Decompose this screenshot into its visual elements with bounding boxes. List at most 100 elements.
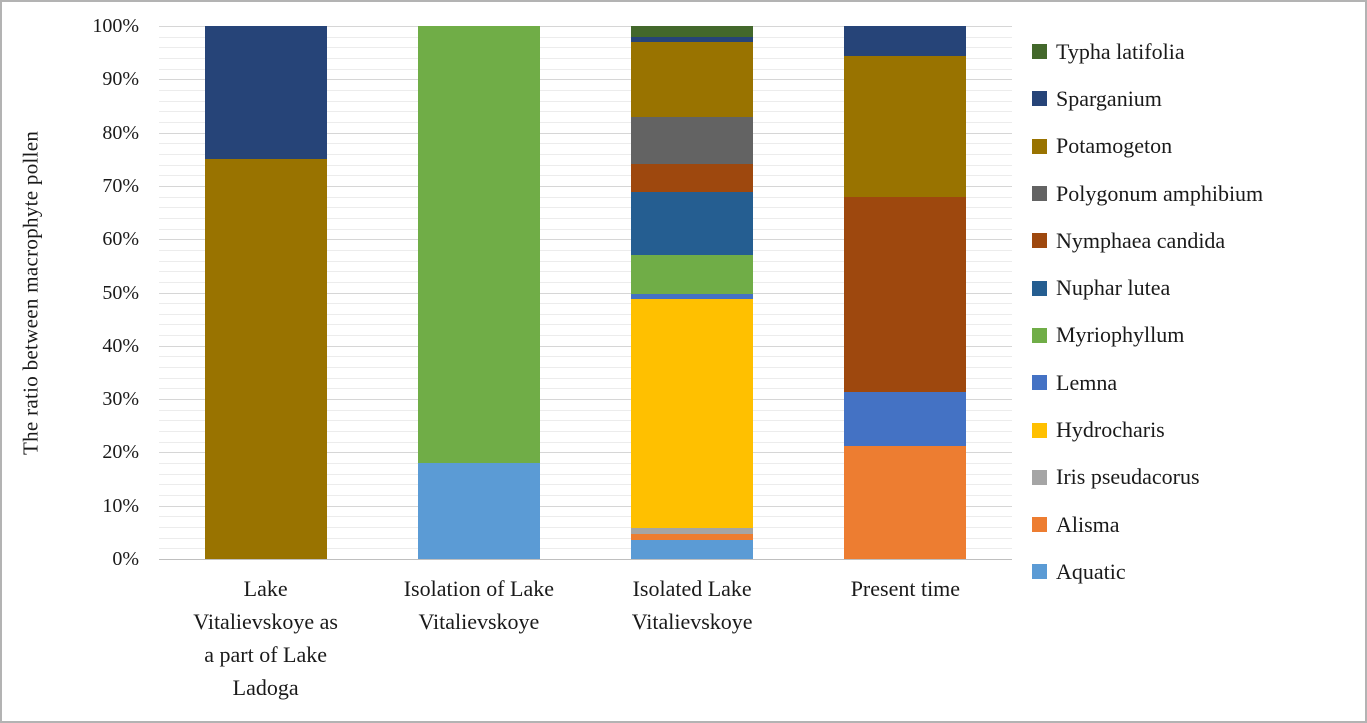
legend-label: Nuphar lutea: [1056, 275, 1171, 301]
gridline-major: [159, 185, 1012, 187]
gridline-major: [159, 239, 1012, 241]
bar-category-4: [844, 26, 967, 559]
bar-segment-typha-latifolia: [631, 26, 754, 37]
legend-label: Alisma: [1056, 511, 1120, 537]
x-axis-line: [159, 559, 1012, 560]
legend-swatch-potamogeton: [1032, 138, 1047, 154]
legend-swatch-typha-latifolia: [1032, 44, 1047, 60]
gridline-minor: [159, 260, 1012, 262]
y-tick-label: 100%: [92, 15, 139, 37]
gridline-major: [159, 132, 1012, 134]
legend-item: Sparganium: [1032, 75, 1263, 122]
gridline-minor: [159, 111, 1012, 113]
x-category-label-line: Present time: [850, 576, 961, 601]
y-tick-label: 70%: [102, 174, 139, 197]
x-category-label: Present time: [799, 572, 1012, 605]
x-category-label-line: a part of Lake: [204, 642, 327, 667]
bar-segment-aquatic: [631, 539, 754, 559]
y-axis-title: The ratio between macrophyte pollen: [18, 130, 43, 455]
gridline-minor: [159, 228, 1012, 230]
bar-segment-nymphaea-candida: [844, 196, 967, 392]
gridline-minor: [159, 121, 1012, 123]
legend-label: Lemna: [1056, 369, 1118, 395]
gridline-minor: [159, 89, 1012, 91]
gridline-minor: [159, 249, 1012, 251]
gridline-minor: [159, 377, 1012, 379]
gridline-minor: [159, 537, 1012, 539]
legend-item: Polygonum amphibium: [1032, 170, 1263, 217]
legend-item: Alisma: [1032, 501, 1263, 548]
bar-segment-sparganium: [844, 26, 967, 56]
gridline-minor: [159, 303, 1012, 305]
legend-swatch-nymphaea-candida: [1032, 233, 1047, 249]
gridline-major: [159, 345, 1012, 347]
x-category-label-line: Vitalievskoye as: [193, 609, 338, 634]
gridline-minor: [159, 516, 1012, 518]
bar-segment-hydrocharis: [631, 299, 754, 529]
gridline-major: [159, 505, 1012, 507]
y-tick-label: 0%: [112, 548, 139, 570]
bar-segment-nuphar-lutea: [631, 192, 754, 255]
bar-segment-alisma: [631, 534, 754, 540]
legend-label: Hydrocharis: [1056, 417, 1165, 443]
legend: Typha latifolia Sparganium Potamogeton Poly…: [1032, 28, 1263, 596]
legend-swatch-sparganium: [1032, 91, 1047, 107]
gridline-major: [159, 452, 1012, 454]
gridline-minor: [159, 143, 1012, 145]
x-category-label-line: Vitalievskoye: [631, 609, 753, 634]
y-tick-label: 40%: [102, 334, 139, 357]
bar-segment-nymphaea-candida: [631, 164, 754, 193]
bar-category-2: [417, 26, 540, 559]
legend-label: Myriophyllum: [1056, 322, 1185, 348]
gridline-minor: [159, 153, 1012, 155]
x-category-label-line: Isolated Lake: [632, 576, 752, 601]
gridline-minor: [159, 36, 1012, 38]
y-tick-label: 50%: [102, 281, 139, 304]
bar-segment-myriophyllum: [631, 254, 754, 294]
gridline-major: [159, 79, 1012, 81]
gridline-minor: [159, 484, 1012, 486]
bar-segment-potamogeton: [631, 42, 754, 117]
gridline-major: [159, 292, 1012, 294]
bar-segment-polygonum-amphibium: [631, 116, 754, 165]
bar-segment-sparganium: [631, 36, 754, 42]
y-tick-label: 30%: [102, 388, 139, 411]
gridline-minor: [159, 335, 1012, 337]
gridline-minor: [159, 324, 1012, 326]
legend-label: Aquatic: [1056, 558, 1126, 584]
gridline-minor: [159, 473, 1012, 475]
x-category-label-line: Lake: [243, 576, 288, 601]
x-category-label-line: Isolation of Lake: [403, 576, 555, 601]
y-tick-label: 90%: [102, 68, 139, 91]
gridline-minor: [159, 441, 1012, 443]
gridline-minor: [159, 271, 1012, 273]
gridline-minor: [159, 100, 1012, 102]
bar-segment-lemna: [844, 391, 967, 447]
legend-item: Nymphaea candida: [1032, 217, 1263, 264]
bar-segment-potamogeton: [844, 55, 967, 197]
y-tick-label: 60%: [102, 228, 139, 251]
legend-item: Nuphar lutea: [1032, 264, 1263, 311]
plot-area: [159, 26, 1012, 560]
gridline-minor: [159, 527, 1012, 529]
y-tick-label: 10%: [102, 494, 139, 517]
legend-swatch-aquatic: [1032, 564, 1047, 580]
y-tick-label: 20%: [102, 441, 139, 464]
gridline-minor: [159, 388, 1012, 390]
gridline-minor: [159, 356, 1012, 358]
legend-swatch-lemna: [1032, 375, 1047, 391]
gridline-minor: [159, 367, 1012, 369]
gridline-minor: [159, 313, 1012, 315]
gridline-minor: [159, 57, 1012, 59]
bar-category-1: [204, 26, 327, 559]
bar-segment-lemna: [631, 293, 754, 300]
gridline-minor: [159, 281, 1012, 283]
legend-label: Potamogeton: [1056, 133, 1173, 159]
legend-label: Polygonum amphibium: [1056, 180, 1264, 206]
x-category-label: Isolated Lake Vitalievskoye: [586, 572, 799, 638]
gridline-minor: [159, 207, 1012, 209]
gridline-minor: [159, 68, 1012, 70]
legend-item: Lemna: [1032, 359, 1263, 406]
bar-segment-myriophyllum: [417, 26, 540, 464]
